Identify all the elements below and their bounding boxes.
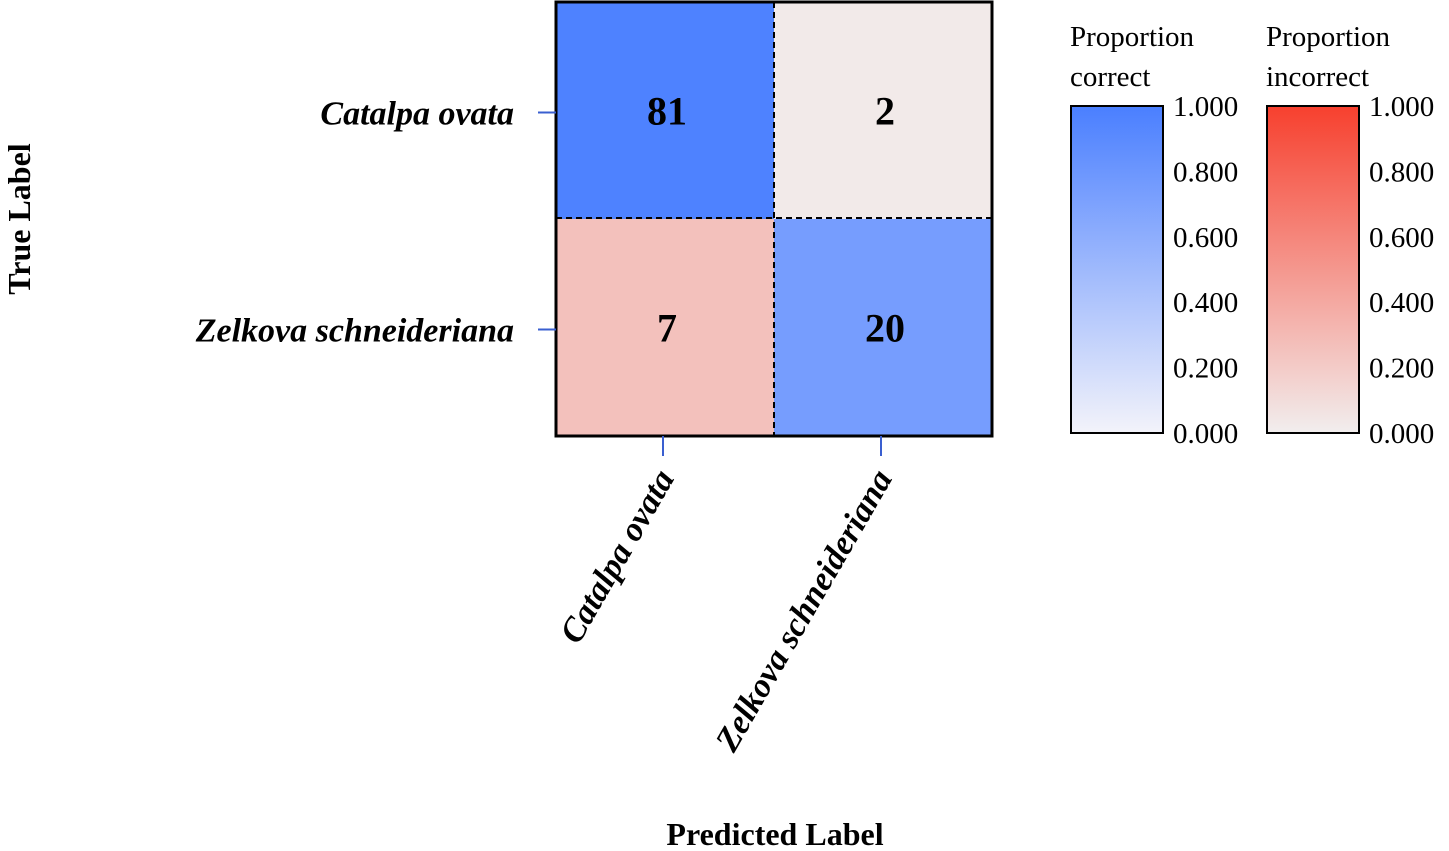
colorbar-0-tick-3: 0.400: [1173, 287, 1238, 319]
cell-value-0-0: 81: [647, 89, 687, 134]
colorbar-1-title-line-1: incorrect: [1266, 61, 1369, 93]
colorbar-0-tick-4: 0.200: [1173, 353, 1238, 385]
heatmap-cell-1-0: [556, 219, 774, 436]
x-tick-label-1: Zelkova schneideriana: [708, 464, 900, 759]
colorbar-1-tick-0: 1.000: [1369, 91, 1434, 123]
colorbar-1-tick-5: 0.000: [1369, 418, 1434, 450]
heatmap-cell-1-1: [774, 219, 992, 436]
x-tick-label-0: Catalpa ovata: [553, 464, 682, 650]
colorbar-0-tick-5: 0.000: [1173, 418, 1238, 450]
y-tick-label-0: Catalpa ovata: [320, 96, 514, 133]
heatmap-cell-0-1: [774, 2, 992, 219]
colorbar-1-tick-4: 0.200: [1369, 353, 1434, 385]
cell-value-1-1: 20: [865, 306, 905, 351]
heatmap-cell-0-0: [556, 2, 774, 219]
colorbar-0-title-line-1: correct: [1070, 61, 1151, 93]
colorbar-0-title-line-0: Proportion: [1070, 21, 1195, 53]
cell-value-1-0: 7: [657, 306, 677, 351]
x-tick-labels: Catalpa ovata Zelkova schneideriana: [553, 464, 900, 759]
matrix-border: [554, 0, 994, 438]
cell-values: 81 2 7 20: [647, 89, 905, 351]
y-tick-label-1: Zelkova schneideriana: [195, 313, 514, 350]
cell-value-0-1: 2: [875, 89, 895, 134]
colorbar-0-tick-1: 0.800: [1173, 156, 1238, 188]
colorbar-1-tick-3: 0.400: [1369, 287, 1434, 319]
colorbar-1-tick-2: 0.600: [1369, 222, 1434, 254]
colorbar-0: Proportion correct 1.000 0.800 0.600 0.400 0.2…: [1070, 21, 1238, 450]
y-tick-labels: Catalpa ovata Zelkova schneideriana: [195, 96, 514, 350]
colorbar-1-tick-1: 0.800: [1369, 156, 1434, 188]
colorbar-0-tick-0: 1.000: [1173, 91, 1238, 123]
heatmap-cells: [556, 2, 992, 436]
colorbars: Proportion correct 1.000 0.800 0.600 0.400 0.2…: [1070, 21, 1434, 450]
colorbar-0-tick-2: 0.600: [1173, 222, 1238, 254]
y-axis-title: True Label: [1, 143, 37, 295]
colorbar-1-title-line-0: Proportion: [1266, 21, 1391, 53]
colorbar-1-bar: [1266, 105, 1360, 434]
colorbar-0-bar: [1070, 105, 1164, 434]
x-axis-title: Predicted Label: [666, 816, 883, 851]
axis-ticks: [538, 111, 882, 456]
